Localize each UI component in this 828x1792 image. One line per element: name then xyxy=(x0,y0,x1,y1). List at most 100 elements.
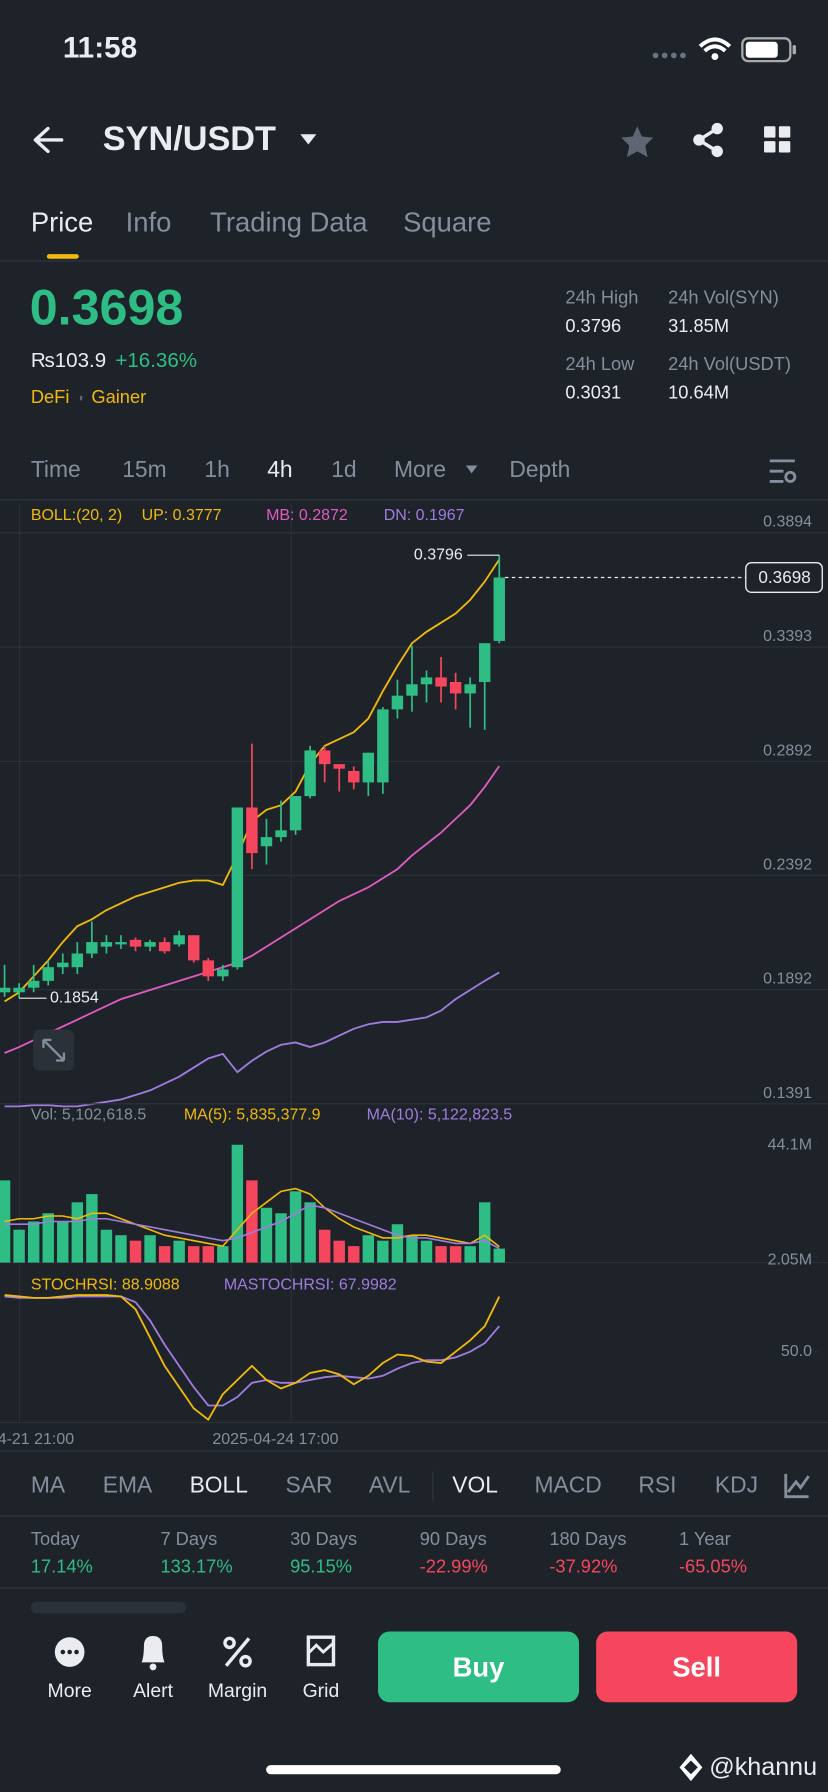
candle-body xyxy=(188,935,200,961)
stat-value: 0.3031 xyxy=(565,381,621,402)
indicator[interactable]: VOL xyxy=(452,1471,498,1497)
volume-bar xyxy=(129,1240,142,1263)
tab[interactable]: Price xyxy=(31,207,93,238)
layout-button[interactable] xyxy=(764,126,791,153)
indicator[interactable]: MA xyxy=(31,1471,66,1497)
volume-bar xyxy=(86,1194,98,1263)
chart: 0.3894 0.3393 0.2892 0.2392 0.1892 0.1391 0.37… xyxy=(0,503,828,1424)
stat-value: 31.85M xyxy=(668,315,729,336)
candle-body xyxy=(464,684,476,694)
volume-bar xyxy=(115,1235,127,1263)
nav-icons xyxy=(54,1635,336,1671)
candle-body xyxy=(231,807,244,968)
period-change: -22.99% xyxy=(420,1555,488,1576)
fullscreen-button[interactable] xyxy=(33,1029,75,1071)
nav-item[interactable]: Grid xyxy=(303,1680,340,1702)
candle-body xyxy=(304,750,316,797)
interval[interactable]: More xyxy=(394,456,446,482)
interval[interactable]: Depth xyxy=(509,456,570,482)
mastochrsi xyxy=(4,1295,500,1407)
volume-bar xyxy=(144,1235,156,1263)
vol-tick-label: 2.05M xyxy=(768,1252,812,1269)
period-label: 30 Days xyxy=(290,1528,357,1549)
vol-tick-label: 44.1M xyxy=(768,1136,812,1153)
candle-body xyxy=(158,942,171,952)
boll-mb xyxy=(4,765,501,1054)
interval[interactable]: 1d xyxy=(331,456,356,482)
y-tick-label: 0.1892 xyxy=(763,970,812,987)
candle-body xyxy=(86,942,98,954)
legend-vol: Vol: 5,102,618.5 xyxy=(31,1106,147,1123)
share-button[interactable] xyxy=(693,122,723,158)
interval[interactable]: Time xyxy=(31,456,81,482)
candle-body xyxy=(449,682,462,694)
tag[interactable]: Gainer xyxy=(91,386,146,407)
volume-bar xyxy=(13,1229,25,1263)
vol-ma5 xyxy=(4,1187,500,1248)
volume-bar xyxy=(479,1202,491,1263)
pair-dropdown[interactable] xyxy=(300,134,317,145)
candle-body xyxy=(275,830,287,838)
y-tick-label: 0.3894 xyxy=(763,514,812,531)
stoch-tick-label: 50.0 xyxy=(781,1343,812,1360)
period-label: 180 Days xyxy=(549,1528,626,1549)
candle-body xyxy=(479,643,491,683)
interval[interactable]: 4h xyxy=(267,456,292,482)
indicator[interactable]: KDJ xyxy=(715,1471,758,1497)
performance: Today 17.14% 7 Days 133.17% 30 Days 95.15% 90 … xyxy=(31,1528,747,1576)
candle-body xyxy=(115,942,127,945)
candle-body xyxy=(0,987,11,993)
tag[interactable]: DeFi xyxy=(31,386,70,407)
indicator-settings[interactable] xyxy=(784,1473,810,1499)
candle-body xyxy=(406,684,418,696)
stat-label: 24h Vol(USDT) xyxy=(668,353,791,374)
indicator[interactable]: EMA xyxy=(103,1471,153,1497)
volume-bar xyxy=(246,1180,258,1263)
back-button[interactable] xyxy=(33,126,64,154)
pair-title[interactable]: SYN/USDT xyxy=(103,120,276,158)
buy-button[interactable] xyxy=(378,1631,580,1703)
tab[interactable]: Trading Data xyxy=(210,207,368,238)
legend-boll: BOLL:(20, 2) xyxy=(31,507,122,524)
tab[interactable]: Info xyxy=(126,207,172,238)
candle-body xyxy=(333,764,345,769)
last-price-tag xyxy=(745,561,823,594)
sell-label[interactable]: Sell xyxy=(672,1651,721,1682)
buy-label[interactable]: Buy xyxy=(453,1651,506,1682)
nav-item[interactable]: Margin xyxy=(208,1680,267,1702)
nav-item[interactable]: More xyxy=(48,1680,92,1702)
chart-settings[interactable] xyxy=(769,459,797,483)
volume-bar xyxy=(231,1144,244,1263)
sell-button[interactable] xyxy=(596,1631,798,1703)
candle-body xyxy=(42,967,54,981)
volume-bar xyxy=(42,1213,54,1263)
indicator[interactable]: MACD xyxy=(534,1471,601,1497)
candle-body xyxy=(391,695,404,710)
volume-bar xyxy=(173,1240,185,1263)
candle-body xyxy=(27,980,40,988)
high-label: 0.3796 xyxy=(414,546,463,563)
interval[interactable]: 15m xyxy=(122,456,166,482)
volume-bar xyxy=(202,1246,214,1263)
price-change: +16.36% xyxy=(115,349,197,372)
last-price: 0.3698 xyxy=(30,280,184,336)
favorite-button[interactable] xyxy=(621,126,654,158)
volume-bar xyxy=(217,1246,229,1263)
volume-bar xyxy=(289,1191,302,1263)
legend-stoch: STOCHRSI: 88.9088 xyxy=(31,1277,180,1294)
indicator[interactable]: AVL xyxy=(369,1471,410,1497)
candle-body xyxy=(435,677,447,687)
interval[interactable]: 1h xyxy=(204,456,229,482)
volume-bar xyxy=(100,1229,113,1263)
nav-item[interactable]: Alert xyxy=(133,1680,174,1702)
candle-body xyxy=(173,935,185,945)
y-tick-label: 0.2392 xyxy=(763,856,812,873)
tab[interactable]: Square xyxy=(403,207,491,238)
stochrsi xyxy=(4,1294,501,1422)
indicator[interactable]: SAR xyxy=(286,1471,333,1497)
vol-ma10 xyxy=(4,1204,500,1250)
indicator[interactable]: BOLL xyxy=(190,1471,248,1497)
volume-bar xyxy=(362,1235,375,1263)
legend-ma10: MA(10): 5,122,823.5 xyxy=(367,1106,513,1123)
indicator[interactable]: RSI xyxy=(638,1471,676,1497)
